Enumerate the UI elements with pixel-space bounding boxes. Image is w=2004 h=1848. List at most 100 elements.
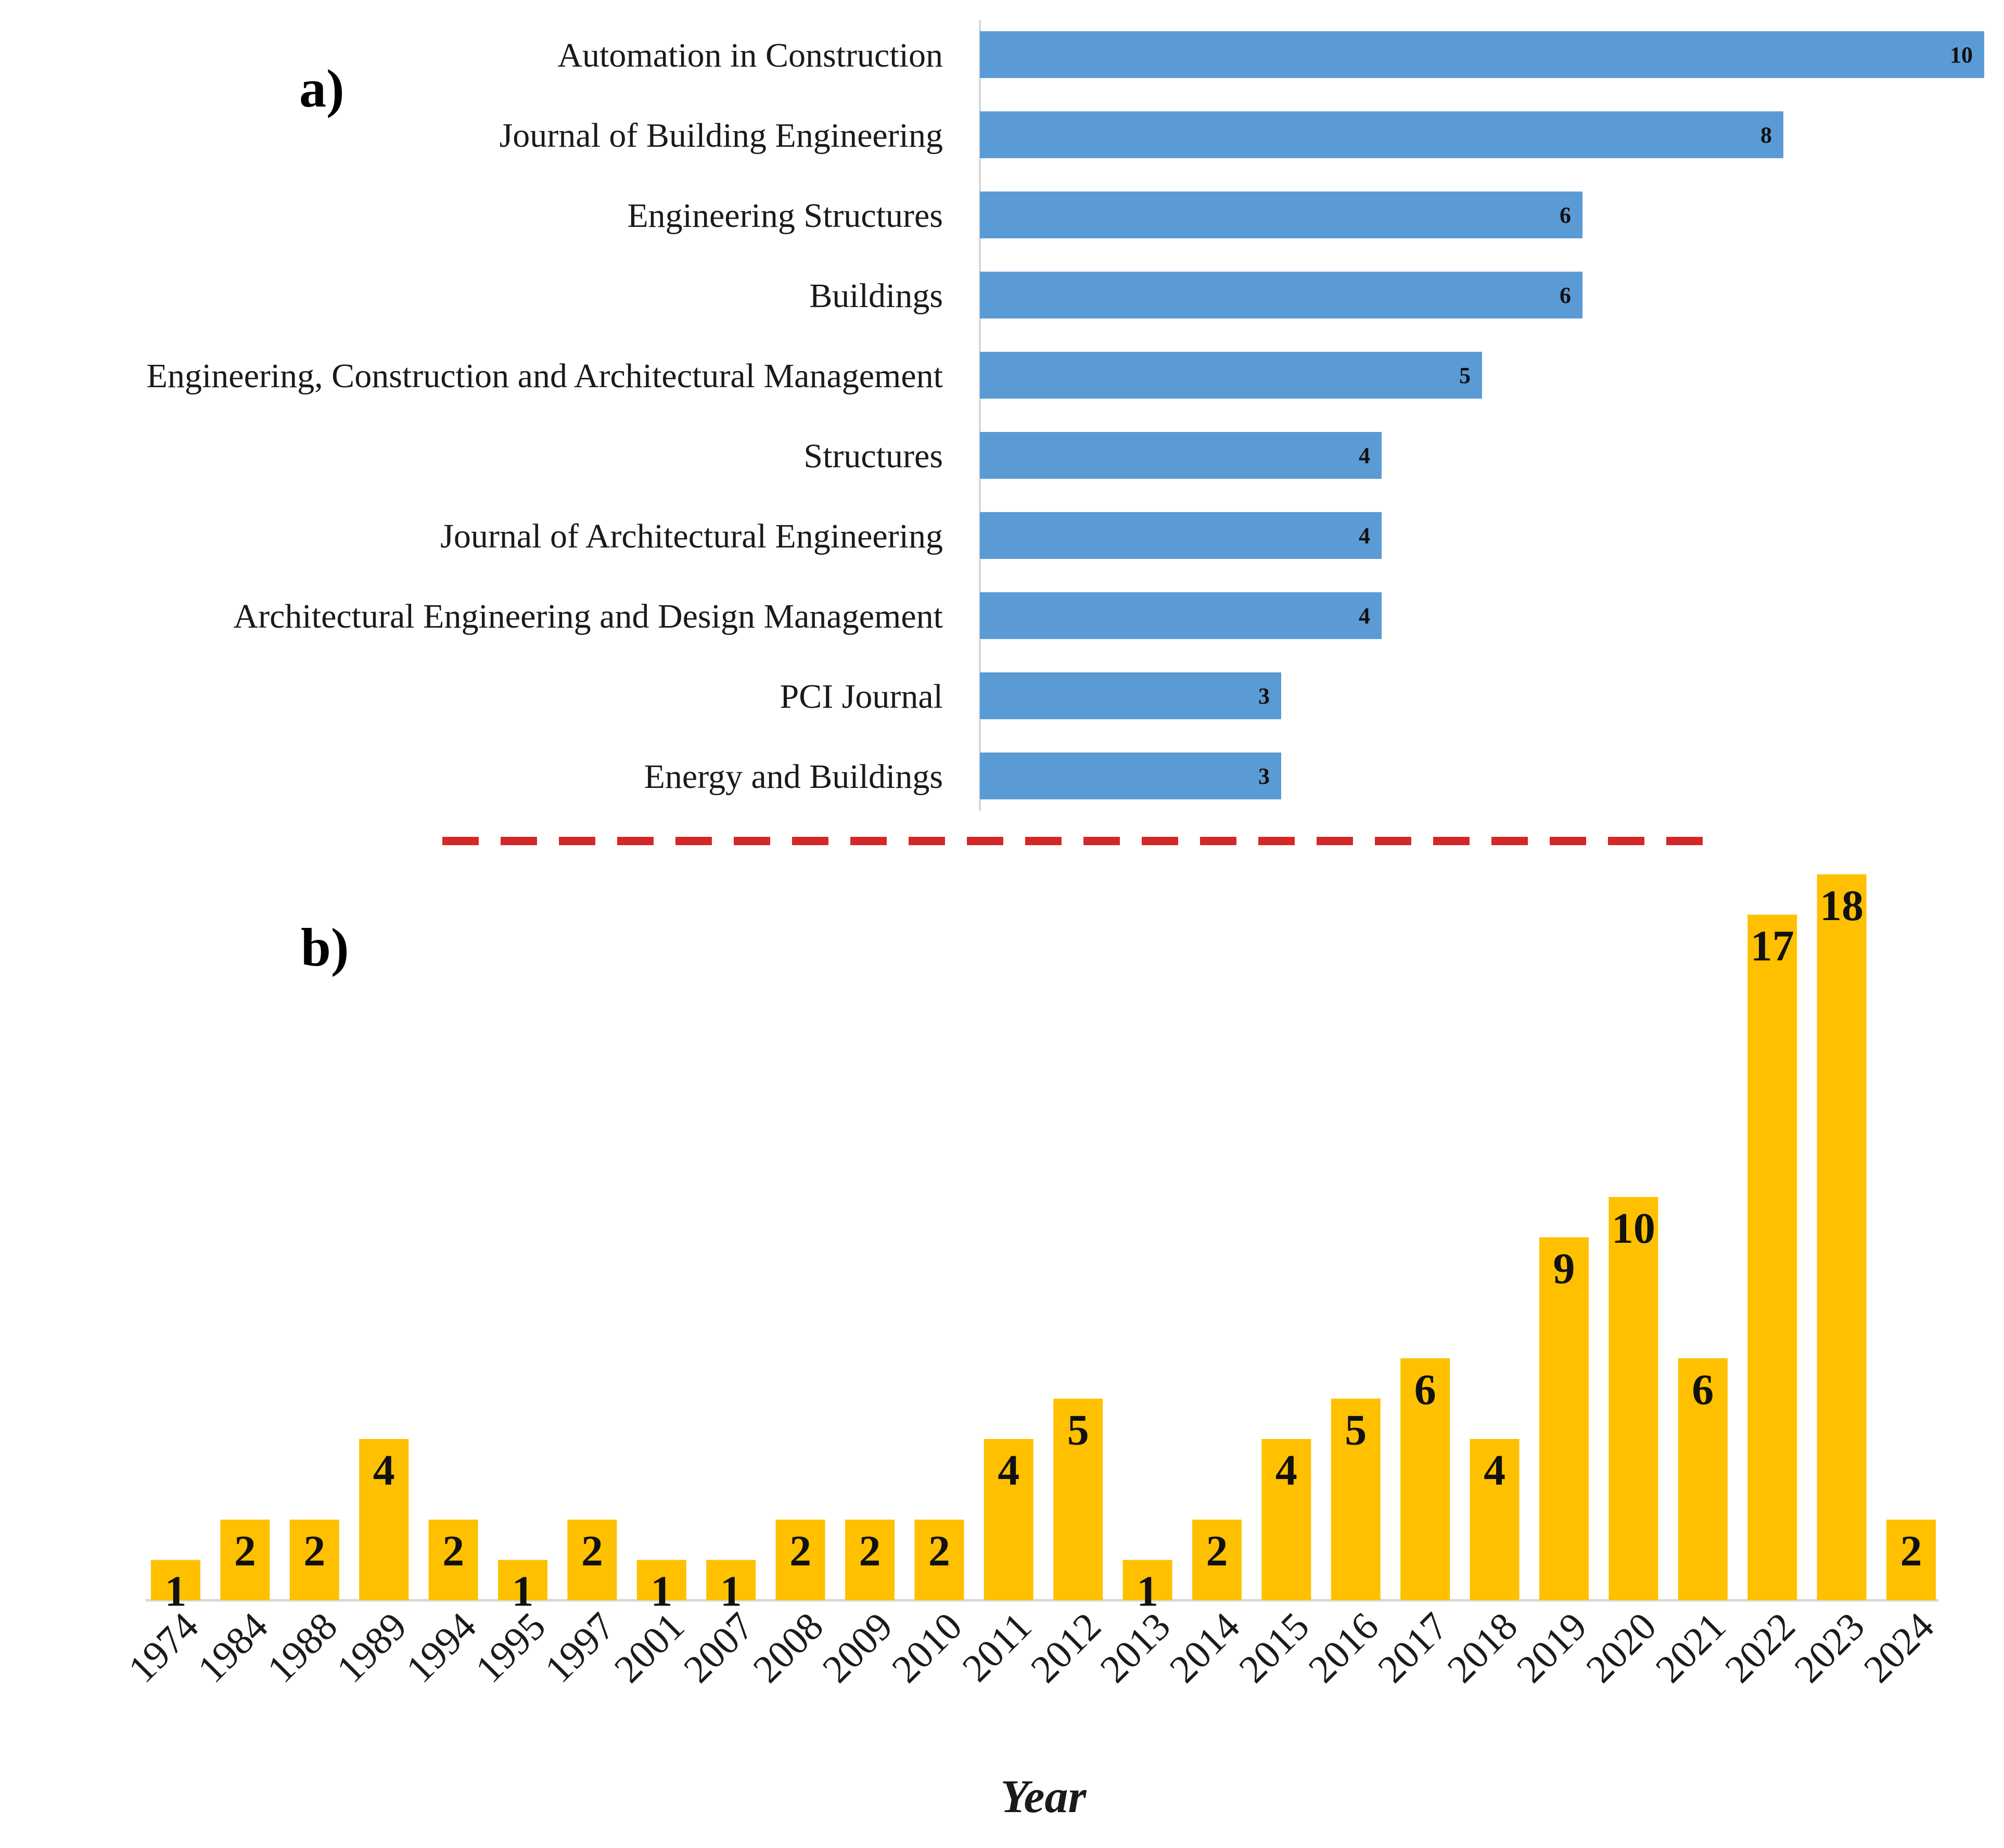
year-tick-label: 1989: [328, 1604, 415, 1691]
year-bar-value-label: 5: [1345, 1406, 1367, 1455]
journal-bar: [980, 672, 1281, 719]
year-bar: [1470, 1439, 1520, 1600]
year-tick-label: 1974: [120, 1604, 207, 1691]
journal-category-label: Buildings: [809, 277, 943, 315]
journal-bar-value-label: 4: [1359, 523, 1370, 549]
panel-a-label: a): [299, 59, 344, 119]
year-bar: [428, 1520, 478, 1600]
journal-bar-value-label: 10: [1950, 42, 1973, 68]
year-tick-label: 2013: [1092, 1604, 1179, 1691]
year-tick-label: 2018: [1439, 1604, 1526, 1691]
year-bar: [1331, 1398, 1381, 1600]
year-bar-value-label: 6: [1414, 1366, 1436, 1414]
year-bar: [1609, 1197, 1658, 1600]
year-tick-label: 2015: [1231, 1604, 1318, 1691]
year-bar: [1747, 914, 1797, 1600]
year-bar: [1539, 1237, 1589, 1600]
year-bar-value-label: 2: [303, 1527, 325, 1575]
year-chart: b) 1197421984219884198921994119952199712…: [120, 874, 1943, 1822]
journal-bar-value-label: 3: [1258, 763, 1270, 789]
journal-chart: a) Automation in Construction 10 Journal o…: [147, 20, 1984, 811]
year-bar-value-label: 1: [650, 1567, 672, 1616]
journal-bar-value-label: 4: [1359, 443, 1370, 468]
year-bar: [706, 1560, 756, 1600]
year-tick-label: 1995: [467, 1604, 554, 1691]
year-tick-label: 2007: [675, 1604, 762, 1691]
year-chart-x-axis-title: Year: [1001, 1771, 1087, 1822]
year-tick-label: 2011: [954, 1604, 1040, 1690]
year-bar: [1261, 1439, 1311, 1600]
year-bar-value-label: 4: [373, 1446, 395, 1495]
year-bar-value-label: 10: [1612, 1204, 1655, 1253]
year-bar-value-label: 2: [859, 1527, 881, 1575]
journal-bar: [980, 512, 1382, 559]
year-bar: [498, 1560, 547, 1600]
journal-bar-value-label: 6: [1560, 202, 1571, 228]
year-bar: [1817, 874, 1867, 1600]
year-bar: [289, 1520, 339, 1600]
year-bar: [914, 1520, 964, 1600]
year-chart-marks: 1197421984219884198921994119952199712001…: [120, 874, 1943, 1691]
year-bar-value-label: 5: [1067, 1406, 1089, 1455]
year-bar-value-label: 2: [442, 1527, 464, 1575]
year-tick-label: 2021: [1647, 1604, 1734, 1691]
journal-bar-value-label: 5: [1459, 363, 1471, 388]
journal-category-label: Energy and Buildings: [644, 758, 943, 796]
year-bar-value-label: 1: [720, 1567, 742, 1616]
year-bar: [1400, 1358, 1450, 1600]
year-bar: [567, 1520, 617, 1600]
year-bar: [151, 1560, 200, 1600]
year-bar-value-label: 1: [512, 1567, 534, 1616]
journal-category-label: Journal of Building Engineering: [500, 117, 943, 155]
journal-bar-value-label: 3: [1258, 683, 1270, 709]
year-bar: [845, 1520, 895, 1600]
year-tick-label: 2017: [1370, 1604, 1457, 1691]
year-tick-label: 1994: [398, 1604, 484, 1691]
year-bar-value-label: 4: [1275, 1446, 1297, 1495]
year-tick-label: 1988: [259, 1604, 346, 1691]
year-bar-value-label: 2: [1206, 1527, 1228, 1575]
journal-category-label: Architectural Engineering and Design Man…: [233, 597, 943, 635]
year-bar-value-label: 2: [234, 1527, 256, 1575]
year-bar-value-label: 4: [1484, 1446, 1505, 1495]
journal-category-label: Engineering Structures: [627, 197, 943, 235]
year-bar: [636, 1560, 686, 1600]
year-bar: [220, 1520, 270, 1600]
year-bar-value-label: 17: [1751, 922, 1794, 971]
year-tick-label: 2008: [745, 1604, 832, 1691]
year-tick-label: 1997: [537, 1604, 623, 1691]
journal-bar: [980, 272, 1582, 318]
journal-bar: [980, 192, 1582, 238]
journal-category-label: Engineering, Construction and Architectu…: [147, 357, 943, 395]
year-tick-label: 2012: [1023, 1604, 1109, 1691]
year-tick-label: 2019: [1509, 1604, 1595, 1691]
year-tick-label: 2024: [1856, 1604, 1943, 1691]
year-bar-value-label: 2: [789, 1527, 811, 1575]
year-tick-label: 2010: [884, 1604, 971, 1691]
year-tick-label: 2022: [1717, 1604, 1804, 1691]
year-bar-value-label: 1: [1137, 1567, 1158, 1616]
year-bar: [775, 1520, 825, 1600]
year-bar-value-label: 9: [1553, 1245, 1575, 1293]
year-bar: [1053, 1398, 1103, 1600]
year-bar: [1678, 1358, 1728, 1600]
journal-category-label: Structures: [803, 437, 943, 475]
journal-bar: [980, 592, 1382, 639]
journal-bar: [980, 432, 1382, 479]
year-bar: [1192, 1520, 1242, 1600]
journal-category-label: PCI Journal: [780, 678, 943, 716]
journal-bar: [980, 31, 1984, 78]
year-tick-label: 2016: [1300, 1604, 1387, 1691]
journal-bar-value-label: 8: [1760, 122, 1772, 148]
journal-bar-value-label: 4: [1359, 603, 1370, 629]
year-bar: [984, 1439, 1033, 1600]
year-bar-value-label: 6: [1692, 1366, 1714, 1414]
journal-bar: [980, 753, 1281, 799]
journal-category-label: Journal of Architectural Engineering: [440, 517, 943, 555]
journal-bar: [980, 111, 1783, 158]
year-bar: [359, 1439, 409, 1600]
journal-category-label: Automation in Construction: [557, 36, 943, 74]
year-tick-label: 1984: [189, 1604, 276, 1691]
year-bar-value-label: 1: [165, 1567, 187, 1616]
